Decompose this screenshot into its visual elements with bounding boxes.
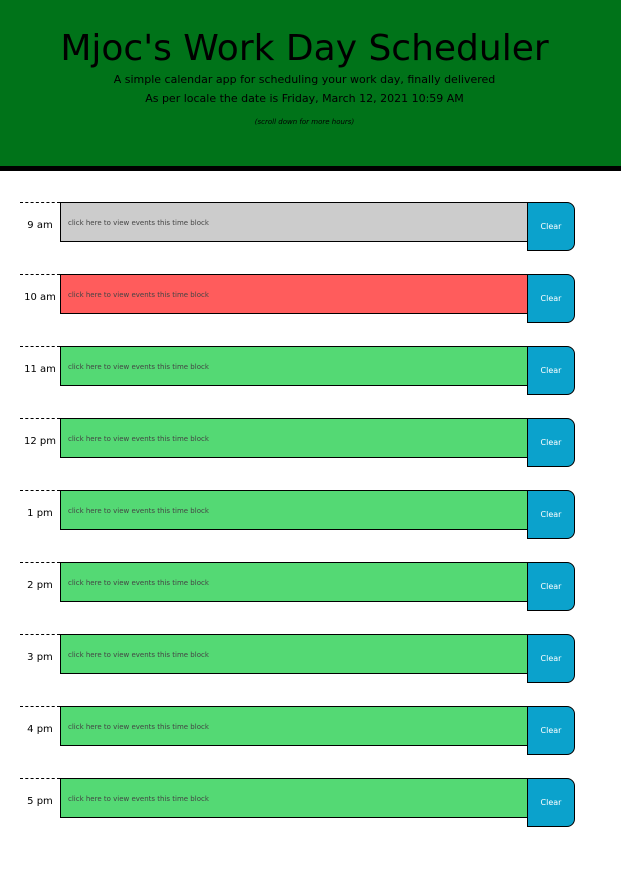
- clear-button[interactable]: Clear: [527, 562, 575, 611]
- time-block-3pm: 3 pm click here to view events this time…: [20, 634, 576, 683]
- hour-column: 3 pm: [20, 634, 60, 683]
- time-block-10am: 10 am click here to view events this tim…: [20, 274, 576, 323]
- time-block-11am: 11 am click here to view events this tim…: [20, 346, 576, 395]
- clear-button[interactable]: Clear: [527, 490, 575, 539]
- hour-column: 5 pm: [20, 778, 60, 827]
- hour-label: 4 pm: [27, 724, 53, 735]
- page-subtitle: A simple calendar app for scheduling you…: [113, 73, 496, 86]
- event-textarea[interactable]: click here to view events this time bloc…: [60, 706, 528, 746]
- hour-label: 3 pm: [27, 652, 53, 663]
- clear-button[interactable]: Clear: [527, 202, 575, 251]
- clear-button[interactable]: Clear: [527, 634, 575, 683]
- event-textarea[interactable]: click here to view events this time bloc…: [60, 634, 528, 674]
- hour-label: 9 am: [27, 220, 53, 231]
- time-block-5pm: 5 pm click here to view events this time…: [20, 778, 576, 827]
- clear-button[interactable]: Clear: [527, 346, 575, 395]
- hour-label: 11 am: [24, 364, 56, 375]
- current-date: As per locale the date is Friday, March …: [145, 92, 464, 105]
- hour-column: 4 pm: [20, 706, 60, 755]
- time-block-4pm: 4 pm click here to view events this time…: [20, 706, 576, 755]
- hour-label: 12 pm: [24, 436, 56, 447]
- hour-label: 5 pm: [27, 796, 53, 807]
- event-textarea[interactable]: click here to view events this time bloc…: [60, 418, 528, 458]
- time-block-9am: 9 am click here to view events this time…: [20, 202, 576, 251]
- time-block-2pm: 2 pm click here to view events this time…: [20, 562, 576, 611]
- clear-button[interactable]: Clear: [527, 778, 575, 827]
- hour-column: 11 am: [20, 346, 60, 395]
- clear-button[interactable]: Clear: [527, 706, 575, 755]
- hour-column: 10 am: [20, 274, 60, 323]
- clear-button[interactable]: Clear: [527, 274, 575, 323]
- event-textarea[interactable]: click here to view events this time bloc…: [60, 346, 528, 386]
- time-block-12pm: 12 pm click here to view events this tim…: [20, 418, 576, 467]
- clear-button[interactable]: Clear: [527, 418, 575, 467]
- hour-column: 2 pm: [20, 562, 60, 611]
- event-textarea[interactable]: click here to view events this time bloc…: [60, 562, 528, 602]
- page-title: Mjoc's Work Day Scheduler: [60, 28, 549, 69]
- hour-label: 1 pm: [27, 508, 53, 519]
- hour-column: 12 pm: [20, 418, 60, 467]
- event-textarea[interactable]: click here to view events this time bloc…: [60, 490, 528, 530]
- event-textarea[interactable]: click here to view events this time bloc…: [60, 202, 528, 242]
- hour-label: 10 am: [24, 292, 56, 303]
- event-textarea[interactable]: click here to view events this time bloc…: [60, 274, 528, 314]
- hour-label: 2 pm: [27, 580, 53, 591]
- hour-column: 1 pm: [20, 490, 60, 539]
- hour-column: 9 am: [20, 202, 60, 251]
- page-header: Mjoc's Work Day Scheduler A simple calen…: [0, 0, 621, 171]
- event-textarea[interactable]: click here to view events this time bloc…: [60, 778, 528, 818]
- time-block-1pm: 1 pm click here to view events this time…: [20, 490, 576, 539]
- scroll-hint: (scroll down for more hours): [254, 118, 355, 126]
